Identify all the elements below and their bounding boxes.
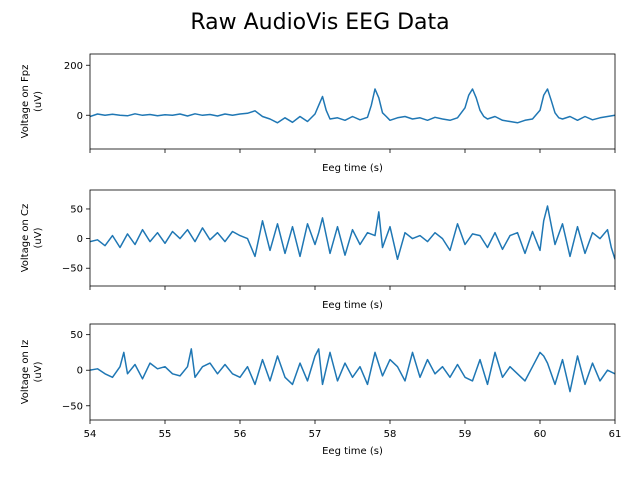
figure-title: Raw AudioVis EEG Data: [190, 10, 449, 35]
x-tick-label: 60: [534, 429, 547, 440]
y-axis-label-line: Voltage on Cz: [20, 204, 31, 273]
y-axis-label-line: (uV): [33, 227, 44, 248]
x-tick-label: 54: [84, 429, 97, 440]
y-axis-label-line: Voltage on Iz: [20, 340, 31, 405]
y-axis-label-line: (uV): [33, 91, 44, 112]
x-tick-label: 57: [309, 429, 322, 440]
fpz-voltage-series: [90, 88, 615, 124]
y-tick-label: 200: [64, 61, 83, 72]
x-tick-label: 59: [459, 429, 472, 440]
y-tick-label: 0: [77, 111, 83, 122]
y-tick-label: 50: [70, 204, 83, 215]
cz-voltage-series: [90, 205, 615, 261]
x-tick-label: 61: [609, 429, 622, 440]
y-axis-label-line: Voltage on Fpz: [20, 65, 31, 139]
axes-frame: [89, 53, 616, 150]
y-axis-label: Voltage on Cz (uV): [20, 204, 44, 273]
x-axis-label: Eeg time (s): [322, 446, 383, 457]
y-axis-label: Voltage on Iz (uV): [20, 340, 44, 405]
iz-subplot: 54 55 56 57 58 59 60 61 −50 0 50 Eeg time (s) Voltag…: [20, 323, 622, 457]
x-tick-label: 56: [234, 429, 247, 440]
x-tick-label: 58: [384, 429, 397, 440]
iz-voltage-series: [90, 348, 615, 393]
y-axis-label: Voltage on Fpz (uV): [20, 65, 44, 139]
x-axis-label: Eeg time (s): [322, 300, 383, 311]
y-tick-label: −50: [62, 264, 83, 275]
y-axis-label-line: (uV): [33, 361, 44, 382]
y-tick-label: −50: [62, 401, 83, 412]
y-tick-label: 50: [70, 330, 83, 341]
fpz-subplot: 0 200 Eeg time (s) Voltage on Fpz (uV): [20, 53, 616, 174]
y-tick-label: 0: [77, 366, 83, 377]
x-tick-label: 55: [159, 429, 172, 440]
axes-frame: [89, 189, 616, 287]
cz-subplot: −50 0 50 Eeg time (s) Voltage on Cz (uV): [20, 189, 616, 311]
x-axis-label: Eeg time (s): [322, 163, 383, 174]
axes-frame: [89, 323, 616, 421]
y-tick-label: 0: [77, 234, 83, 245]
